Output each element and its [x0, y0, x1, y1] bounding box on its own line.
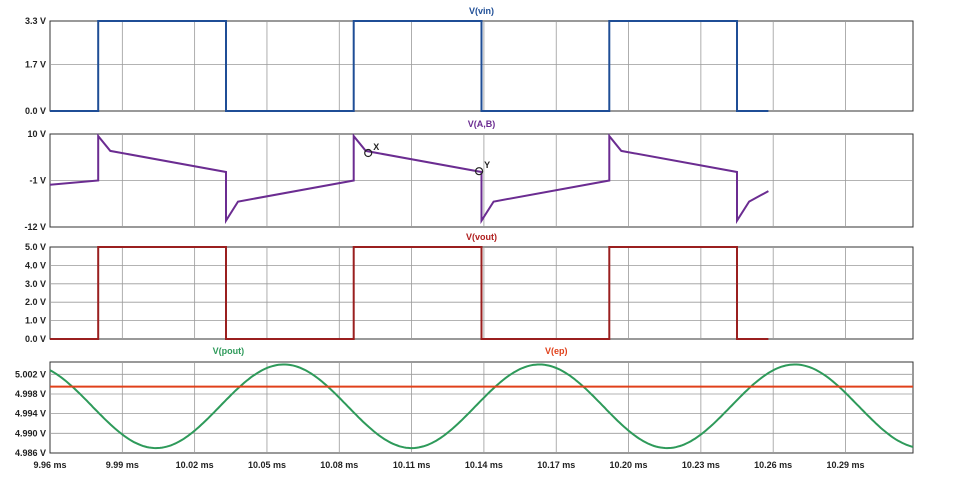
y-tick-label: -1 V	[29, 176, 46, 186]
x-tick-label: 10.14 ms	[465, 460, 503, 470]
y-tick-label: 4.994 V	[15, 409, 46, 419]
marker-label-x: X	[373, 142, 379, 152]
panel-title: V(pout)	[213, 346, 245, 356]
y-tick-label: 4.0 V	[25, 260, 46, 270]
series-line	[49, 133, 769, 225]
panel-title: V(ep)	[545, 346, 568, 356]
y-tick-label: 4.998 V	[15, 389, 46, 399]
x-tick-label: 10.17 ms	[537, 460, 575, 470]
x-tick-label: 10.23 ms	[682, 460, 720, 470]
y-tick-label: 0.0 V	[25, 334, 46, 344]
x-tick-label: 9.96 ms	[33, 460, 66, 470]
y-tick-label: 3.0 V	[25, 279, 46, 289]
panel-title: V(vin)	[469, 6, 494, 16]
y-tick-label: 0.0 V	[25, 106, 46, 116]
y-tick-label: 4.986 V	[15, 448, 46, 458]
panel-4-frame	[49, 361, 914, 454]
x-tick-label: 10.11 ms	[393, 460, 431, 470]
y-tick-label: 4.990 V	[15, 428, 46, 438]
x-tick-label: 10.20 ms	[610, 460, 648, 470]
marker-y	[474, 167, 484, 176]
series-line-V(pout)	[49, 363, 914, 450]
x-tick-label: 10.26 ms	[754, 460, 792, 470]
y-tick-label: -12 V	[24, 222, 46, 232]
x-tick-label: 10.02 ms	[176, 460, 214, 470]
series-line	[50, 20, 769, 112]
panel-title: V(A,B)	[468, 119, 496, 129]
marker-x	[364, 148, 373, 158]
x-tick-label: 10.08 ms	[320, 460, 358, 470]
y-tick-label: 1.7 V	[25, 60, 46, 70]
series-line	[50, 246, 769, 340]
y-tick-label: 1.0 V	[25, 316, 46, 326]
panel-title: V(vout)	[466, 232, 497, 242]
marker-label-y: Y	[484, 160, 490, 170]
x-tick-label: 10.05 ms	[248, 460, 286, 470]
y-tick-label: 5.002 V	[15, 369, 46, 379]
y-tick-label: 5.0 V	[25, 242, 46, 252]
x-tick-label: 9.99 ms	[106, 460, 139, 470]
y-tick-label: 10 V	[27, 129, 46, 139]
y-tick-label: 3.3 V	[25, 16, 46, 26]
x-tick-label: 10.29 ms	[826, 460, 864, 470]
y-tick-label: 2.0 V	[25, 297, 46, 307]
